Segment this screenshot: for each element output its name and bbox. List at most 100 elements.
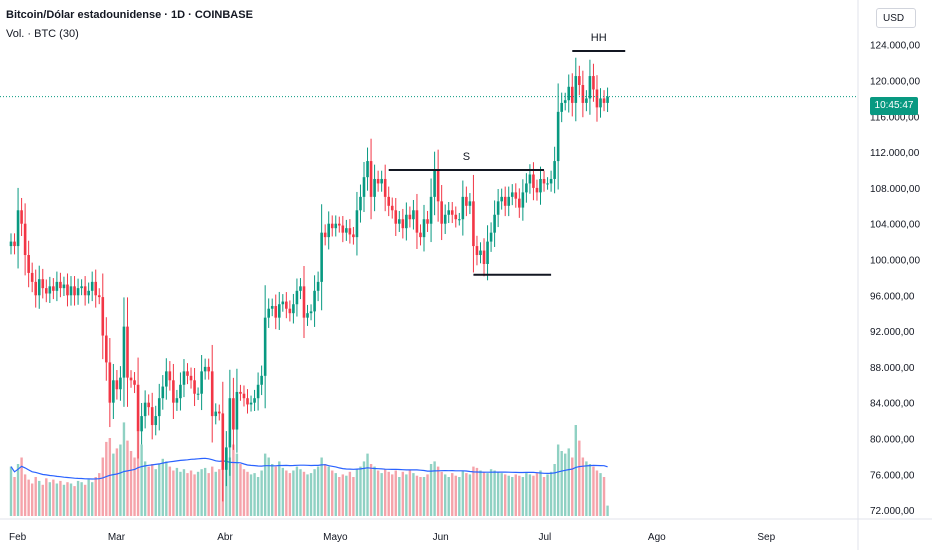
candle-body xyxy=(581,85,585,103)
candle-body xyxy=(408,214,412,220)
candle-body xyxy=(147,402,150,408)
volume-bar xyxy=(52,479,55,516)
volume-bar xyxy=(595,470,599,516)
candle-body xyxy=(101,297,105,336)
volume-bar xyxy=(539,470,542,516)
volume-bar xyxy=(316,466,320,516)
volume-bar xyxy=(373,466,376,516)
volume-bar xyxy=(288,473,292,516)
candle-body xyxy=(302,286,306,318)
volume-bar xyxy=(535,473,539,516)
candle-body xyxy=(20,210,23,224)
candle-body xyxy=(376,178,380,184)
candle-body xyxy=(161,386,165,399)
candle-body xyxy=(62,284,66,289)
candle-body xyxy=(398,219,401,224)
candle-body xyxy=(514,192,518,199)
candle-body xyxy=(87,290,90,296)
candle-body xyxy=(472,201,475,247)
volume-bar xyxy=(94,477,97,516)
volume-bar xyxy=(189,470,193,516)
candle-body xyxy=(415,210,419,233)
volume-bar xyxy=(136,431,140,516)
candle-body xyxy=(90,281,94,291)
annotation-label: S xyxy=(463,151,470,163)
volume-bar xyxy=(571,457,574,516)
candle-body xyxy=(76,288,80,296)
volume-bar xyxy=(285,470,288,516)
candle-body xyxy=(267,308,270,318)
volume-bar xyxy=(521,477,525,516)
volume-bar xyxy=(564,453,567,516)
volume-bar xyxy=(253,473,256,516)
volume-bar xyxy=(228,457,232,516)
volume-bar xyxy=(274,466,277,516)
volume-bar xyxy=(451,473,454,516)
volume-bar xyxy=(214,471,217,516)
volume-bar xyxy=(66,482,69,516)
volume-bar xyxy=(518,475,521,516)
candle-body xyxy=(133,380,136,385)
candle-body xyxy=(482,250,486,264)
volume-bar xyxy=(602,477,606,516)
candle-body xyxy=(115,380,119,390)
candle-body xyxy=(196,393,200,395)
candle-body xyxy=(387,196,391,206)
volume-bar xyxy=(27,479,30,516)
volume-bar xyxy=(447,477,450,516)
volume-bar xyxy=(355,469,359,516)
candle-body xyxy=(461,196,465,220)
price-tick-label: 92.000,00 xyxy=(870,327,915,338)
price-tick-label: 96.000,00 xyxy=(870,291,915,302)
volume-bar xyxy=(242,469,246,516)
volume-bar xyxy=(376,470,380,516)
candle-body xyxy=(292,304,295,314)
candle-body xyxy=(30,272,34,282)
candle-body xyxy=(560,102,563,112)
volume-bar xyxy=(140,444,143,516)
currency-selector[interactable]: USD xyxy=(876,8,916,28)
volume-bar xyxy=(489,469,493,516)
candle-body xyxy=(246,398,249,405)
candle-body xyxy=(299,286,302,291)
volume-bar xyxy=(383,469,387,516)
volume-bar xyxy=(299,469,302,516)
volume-bar xyxy=(112,453,115,516)
volume-bar xyxy=(327,466,330,516)
candle-body xyxy=(535,187,539,193)
candle-body xyxy=(140,416,143,432)
candle-body xyxy=(496,201,500,215)
candle-body xyxy=(55,281,59,291)
volume-indicator-label[interactable]: Vol. · BTC (30) xyxy=(6,28,79,40)
candle-body xyxy=(260,375,263,385)
volume-bar xyxy=(348,471,352,516)
candle-body xyxy=(313,290,316,312)
volume-bar xyxy=(119,444,122,516)
candle-body xyxy=(186,371,189,376)
volume-bar xyxy=(433,461,436,516)
volume-bar xyxy=(405,474,408,516)
candle-body xyxy=(429,196,433,224)
volume-bar xyxy=(69,483,73,516)
volume-bar xyxy=(76,480,80,516)
candle-body xyxy=(330,223,334,229)
volume-bar xyxy=(532,475,535,516)
symbol-title[interactable]: Bitcoin/Dólar estadounidense · 1D · COIN… xyxy=(6,9,253,21)
volume-bar xyxy=(436,466,440,516)
volume-bar xyxy=(87,479,90,516)
volume-bar xyxy=(101,457,104,516)
volume-bar xyxy=(295,466,299,516)
price-tick-label: 124.000,00 xyxy=(870,41,920,52)
price-tick-label: 100.000,00 xyxy=(870,256,920,267)
candle-body xyxy=(239,391,242,394)
candle-body xyxy=(9,241,13,247)
candle-body xyxy=(503,196,507,206)
volume-bar xyxy=(90,482,94,516)
candle-body xyxy=(489,232,493,242)
candle-body xyxy=(599,98,602,108)
volume-bar xyxy=(172,470,175,516)
volume-bar xyxy=(249,474,253,516)
candle-body xyxy=(150,407,154,426)
volume-bar xyxy=(30,483,34,516)
